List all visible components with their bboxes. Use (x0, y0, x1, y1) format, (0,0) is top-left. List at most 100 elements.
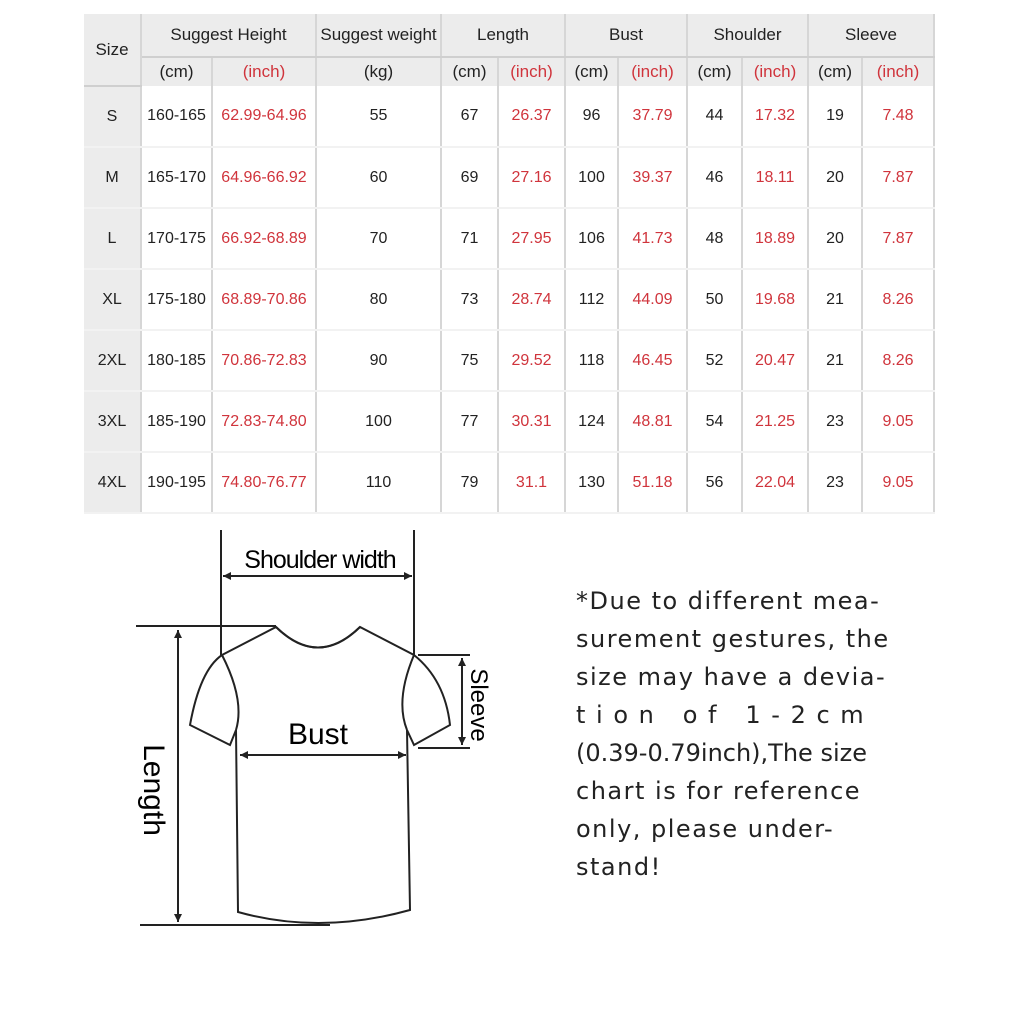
cell-sl-cm: 21 (808, 269, 863, 331)
cell-h-in: 70.86-72.83 (212, 330, 317, 392)
cell-sl-in: 9.05 (862, 452, 936, 514)
cell-bust-in: 48.81 (618, 391, 688, 453)
cell-h-in: 72.83-74.80 (212, 391, 317, 453)
label-sleeve: Sleeve (465, 668, 492, 741)
cell-h-cm: 180-185 (141, 330, 213, 392)
note-line: (0.39-0.79inch),The size (576, 739, 867, 767)
cell-len-in: 26.37 (498, 86, 566, 148)
cell-sl-cm: 20 (808, 208, 863, 270)
cell-kg: 110 (316, 452, 442, 514)
cell-h-in: 64.96-66.92 (212, 147, 317, 209)
unit-cm: (cm) (687, 57, 743, 86)
cell-sh-in: 18.89 (742, 208, 809, 270)
cell-bust-cm: 112 (565, 269, 619, 331)
cell-h-cm: 170-175 (141, 208, 213, 270)
cell-bust-cm: 130 (565, 452, 619, 514)
cell-len-cm: 77 (441, 391, 499, 453)
cell-kg: 70 (316, 208, 442, 270)
unit-inch: (inch) (618, 57, 688, 86)
cell-size: XL (84, 269, 142, 331)
cell-sl-cm: 23 (808, 452, 863, 514)
cell-bust-in: 46.45 (618, 330, 688, 392)
cell-sh-cm: 56 (687, 452, 743, 514)
cell-len-in: 27.95 (498, 208, 566, 270)
cell-size: 3XL (84, 391, 142, 453)
note-line: only, please under- (576, 815, 835, 843)
cell-sl-in: 7.48 (862, 86, 936, 148)
cell-len-cm: 75 (441, 330, 499, 392)
header-weight: Suggest weight (316, 14, 442, 58)
cell-sh-in: 22.04 (742, 452, 809, 514)
cell-sl-in: 8.26 (862, 269, 936, 331)
cell-h-cm: 165-170 (141, 147, 213, 209)
table-row: 4XL 190-195 74.80-76.77 110 79 31.1 130 51.18 56… (84, 452, 936, 514)
unit-cm: (cm) (808, 57, 863, 86)
header-size: Size (84, 14, 142, 87)
cell-len-in: 27.16 (498, 147, 566, 209)
unit-inch: (inch) (498, 57, 566, 86)
cell-len-in: 29.52 (498, 330, 566, 392)
cell-sh-cm: 46 (687, 147, 743, 209)
cell-sl-cm: 21 (808, 330, 863, 392)
cell-sl-in: 7.87 (862, 147, 936, 209)
cell-bust-cm: 100 (565, 147, 619, 209)
unit-inch: (inch) (862, 57, 936, 86)
note-line: *Due to different mea- (576, 587, 881, 615)
table-row: M 165-170 64.96-66.92 60 69 27.16 100 39.37 46 18… (84, 147, 936, 209)
cell-bust-in: 37.79 (618, 86, 688, 148)
cell-h-cm: 190-195 (141, 452, 213, 514)
cell-bust-cm: 106 (565, 208, 619, 270)
label-shoulder-width: Shoulder width (244, 546, 395, 574)
cell-size: S (84, 86, 142, 148)
header-sleeve: Sleeve (808, 14, 936, 58)
cell-kg: 55 (316, 86, 442, 148)
cell-h-in: 68.89-70.86 (212, 269, 317, 331)
cell-len-cm: 73 (441, 269, 499, 331)
table-row: 3XL 185-190 72.83-74.80 100 77 30.31 124 48.81 5… (84, 391, 936, 453)
cell-sh-in: 17.32 (742, 86, 809, 148)
table-row: XL 175-180 68.89-70.86 80 73 28.74 112 44.09 50 1… (84, 269, 936, 331)
table-row: L 170-175 66.92-68.89 70 71 27.95 106 41.73 48 18… (84, 208, 936, 270)
cell-bust-in: 39.37 (618, 147, 688, 209)
cell-h-cm: 185-190 (141, 391, 213, 453)
table-row: S 160-165 62.99-64.96 55 67 26.37 96 37.79 44 17.… (84, 86, 936, 148)
note-line: t i o n o f 1 - 2 c m (576, 701, 866, 729)
cell-sh-cm: 48 (687, 208, 743, 270)
cell-sl-in: 9.05 (862, 391, 936, 453)
cell-len-cm: 67 (441, 86, 499, 148)
cell-kg: 100 (316, 391, 442, 453)
size-chart-table: Size Suggest Height Suggest weight Lengt… (84, 14, 936, 514)
cell-sh-cm: 52 (687, 330, 743, 392)
measurement-note: *Due to different mea- surement gestures… (576, 582, 890, 886)
header-shoulder: Shoulder (687, 14, 809, 58)
cell-sh-in: 19.68 (742, 269, 809, 331)
header-bust: Bust (565, 14, 688, 58)
cell-h-cm: 160-165 (141, 86, 213, 148)
cell-sl-cm: 23 (808, 391, 863, 453)
cell-sh-cm: 50 (687, 269, 743, 331)
cell-h-in: 74.80-76.77 (212, 452, 317, 514)
unit-cm: (cm) (565, 57, 619, 86)
cell-sh-cm: 54 (687, 391, 743, 453)
cell-bust-in: 44.09 (618, 269, 688, 331)
unit-inch: (inch) (212, 57, 317, 86)
header-length: Length (441, 14, 566, 58)
cell-len-in: 30.31 (498, 391, 566, 453)
cell-len-cm: 69 (441, 147, 499, 209)
note-line: stand! (576, 853, 662, 881)
cell-len-cm: 79 (441, 452, 499, 514)
cell-kg: 80 (316, 269, 442, 331)
cell-size: 2XL (84, 330, 142, 392)
unit-cm: (cm) (441, 57, 499, 86)
label-bust: Bust (288, 718, 349, 751)
table-row: 2XL 180-185 70.86-72.83 90 75 29.52 118 46.45 52… (84, 330, 936, 392)
cell-size: M (84, 147, 142, 209)
cell-sh-in: 20.47 (742, 330, 809, 392)
header-height: Suggest Height (141, 14, 317, 58)
cell-bust-cm: 118 (565, 330, 619, 392)
cell-len-in: 31.1 (498, 452, 566, 514)
cell-len-cm: 71 (441, 208, 499, 270)
cell-h-in: 62.99-64.96 (212, 86, 317, 148)
cell-size: 4XL (84, 452, 142, 514)
cell-bust-in: 41.73 (618, 208, 688, 270)
